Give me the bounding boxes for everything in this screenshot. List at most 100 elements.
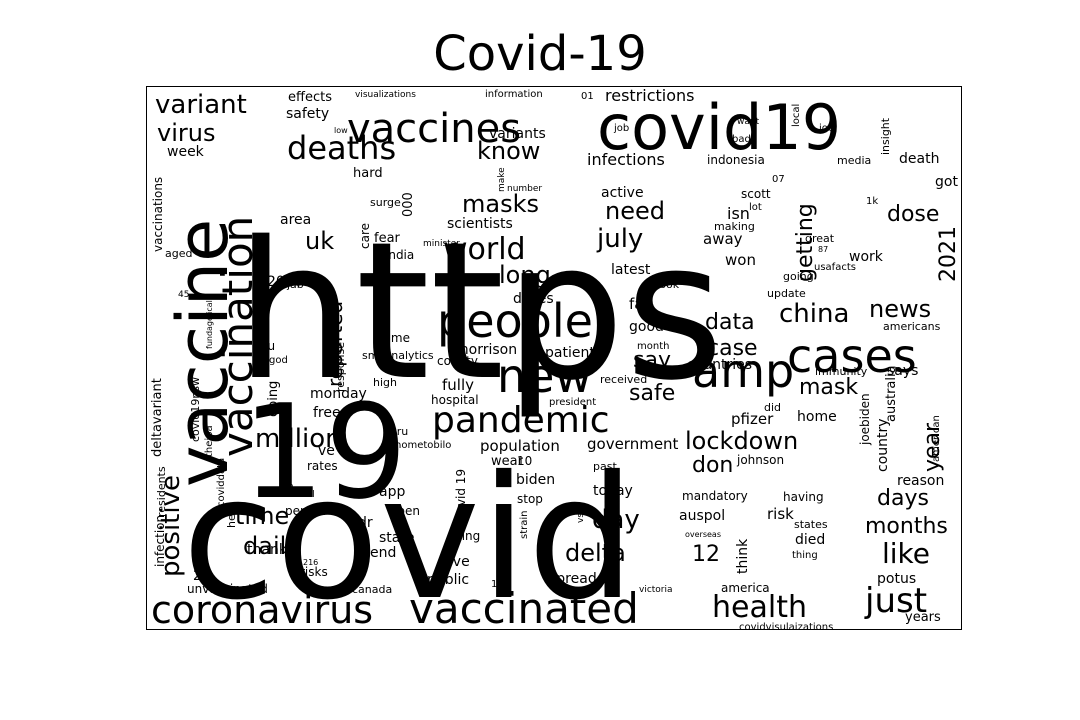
- word-american: american: [931, 415, 942, 462]
- word-app: app: [379, 484, 405, 500]
- word-free: free: [313, 405, 341, 421]
- word-immunity: immunity: [815, 365, 868, 378]
- word-ve: ve: [318, 443, 335, 459]
- word-getting: getting: [793, 203, 818, 282]
- word-new: new: [497, 349, 592, 403]
- word-received: received: [600, 373, 647, 386]
- word-covid: covid: [182, 440, 635, 630]
- word-media: media: [837, 154, 871, 167]
- word-usafacts: usafacts: [814, 262, 856, 273]
- word-china: china: [779, 299, 849, 329]
- word-lot: lot: [749, 202, 762, 213]
- word-public: public: [427, 572, 469, 588]
- word-hospital: hospital: [431, 393, 479, 407]
- word-covid19nsw: covid19nsw: [189, 377, 202, 442]
- word-risk: risk: [767, 505, 794, 523]
- word-reported: reported: [323, 301, 347, 387]
- word-effects: effects: [288, 90, 332, 105]
- word-going: going: [783, 270, 814, 283]
- word-home: home: [797, 409, 837, 425]
- word-safe: safe: [629, 381, 675, 406]
- word-auspol: auspol: [679, 508, 725, 524]
- word-news: news: [869, 295, 931, 323]
- word-far: far: [629, 295, 650, 313]
- word-variant: variant: [155, 90, 247, 120]
- word-restrictions: restrictions: [605, 87, 694, 105]
- word-positive: positive: [156, 475, 186, 577]
- word-cloud-frame: https covid 19 vaccine covid19 vaccines vaccin…: [146, 86, 962, 630]
- word-cases: cases: [787, 329, 917, 383]
- word-19: 19: [242, 376, 407, 528]
- word-prime: prime: [375, 331, 410, 345]
- word-vaccinations: vaccinations: [151, 177, 165, 252]
- word-2021: 2021: [936, 226, 961, 282]
- word-away: away: [703, 230, 743, 248]
- word-years: years: [905, 610, 941, 625]
- word-joebiden: joebiden: [858, 393, 872, 446]
- word-update: update: [767, 287, 806, 300]
- word-response: response: [334, 342, 347, 392]
- word-wear: wear: [491, 454, 524, 469]
- word-president: president: [549, 397, 596, 408]
- word-pfizer: pfizer: [731, 410, 774, 428]
- word-bad: bad: [732, 134, 751, 145]
- word-active: active: [601, 185, 644, 201]
- word-000: 000: [401, 192, 416, 217]
- word-rates: rates: [307, 459, 338, 473]
- word-like: like: [882, 537, 930, 570]
- word-87: 87: [818, 245, 828, 254]
- word-infections: infections: [587, 150, 665, 169]
- word-countries: countries: [687, 357, 752, 373]
- word-risks: risks: [300, 565, 328, 579]
- word-open: open: [390, 504, 420, 518]
- word-god: god: [269, 355, 288, 366]
- word-country: country: [875, 418, 891, 472]
- word-having: having: [783, 490, 824, 504]
- word-just: just: [864, 581, 927, 621]
- word-mandatory: mandatory: [682, 489, 748, 503]
- word-flu: flu: [260, 339, 275, 353]
- word-lockdown: lockdown: [685, 427, 798, 455]
- word-minister: minister: [423, 239, 460, 249]
- word-variants: variants: [489, 126, 546, 142]
- word-joe: joe: [818, 123, 834, 134]
- word-states: states: [794, 518, 828, 531]
- word-time: time: [235, 502, 289, 530]
- word-johnson: johnson: [736, 453, 784, 467]
- word-unvaccinated: unvaccinated: [187, 582, 268, 596]
- word-potus: potus: [877, 571, 916, 587]
- word-https: https: [235, 201, 724, 422]
- word-pandemic: pandemic: [432, 400, 610, 441]
- word-vaccinated: vaccinated: [409, 584, 639, 630]
- word-july: july: [596, 224, 643, 254]
- chart-title: Covid-19: [433, 26, 647, 82]
- word-population: population: [480, 437, 560, 455]
- word-infection: infection: [153, 515, 167, 567]
- word-thanks: thanks: [247, 542, 294, 558]
- word-year: year: [920, 422, 945, 472]
- word-strain: strain: [519, 511, 530, 540]
- word-hard: hard: [353, 166, 383, 181]
- word-county: county: [437, 354, 478, 368]
- word-million: million: [255, 424, 342, 454]
- word-died: died: [795, 532, 825, 548]
- word-peru: peru: [383, 425, 408, 438]
- word-number: number: [507, 184, 542, 194]
- word-dose: dose: [887, 202, 939, 227]
- word-216: 216: [303, 558, 318, 567]
- word-smcanalytics: smcanalytics: [362, 349, 434, 362]
- word-low: low: [334, 126, 348, 135]
- word-day: day: [592, 505, 640, 535]
- word-coviddata: coviddata: [216, 458, 227, 507]
- word-days: days: [877, 486, 929, 511]
- word-past: past: [593, 460, 617, 473]
- word-theipa: theipa: [204, 425, 215, 457]
- word-indonesia: indonesia: [707, 153, 765, 167]
- word-deltavariant: deltavariant: [150, 378, 165, 457]
- word-1k: 1k: [866, 196, 878, 207]
- word-government: government: [587, 435, 679, 453]
- word-doing: doing: [266, 381, 281, 417]
- word-area: area: [280, 212, 311, 228]
- word-11: 11: [491, 579, 504, 590]
- word-dying: dying: [447, 529, 480, 543]
